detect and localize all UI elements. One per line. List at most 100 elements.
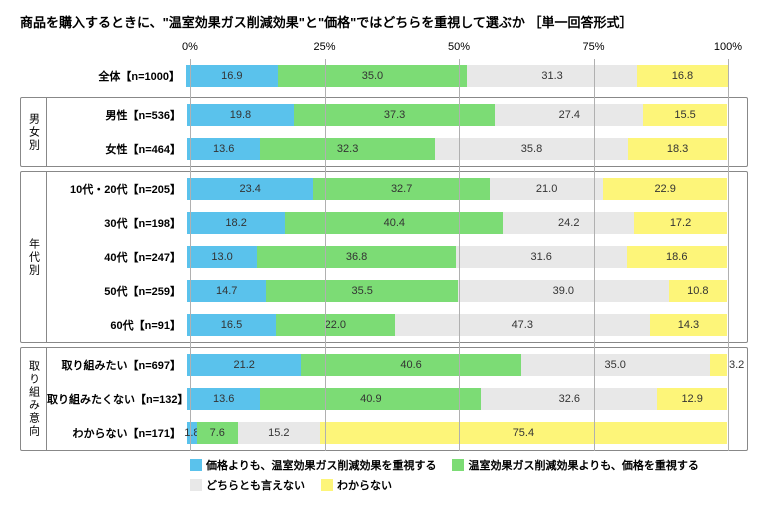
bar-segment: 35.5 [266,280,458,302]
bar-segment: 22.9 [603,178,727,200]
bar-segment: 36.8 [257,246,456,268]
bar-track: 14.735.539.010.8 [187,280,727,302]
bar-track: 16.522.047.314.3 [187,314,727,336]
legend-swatch [452,459,464,471]
legend-item: どちらとも言えない [190,477,305,493]
bar-segment: 12.9 [657,388,727,410]
bar-segment: 13.0 [187,246,257,268]
bar-track: 18.240.424.217.2 [187,212,727,234]
bar-segment: 14.7 [187,280,266,302]
bar-segment: 13.6 [187,138,260,160]
legend-label: わからない [337,477,392,493]
x-axis-tick: 100% [714,41,742,53]
bar-row: 30代【n=198】18.240.424.217.2 [47,206,747,240]
legend-label: 価格よりも、温室効果ガス削減効果を重視する [206,457,436,473]
bar-segment: 1.8 [187,422,197,444]
group-label: 取り組み意向 [21,348,47,450]
bar-track: 23.432.721.022.9 [187,178,727,200]
bar-segment: 19.8 [187,104,294,126]
bar-segment: 7.6 [197,422,238,444]
bar-segment: 27.4 [495,104,643,126]
bar-segment: 47.3 [395,314,650,336]
row-group: 年代別10代・20代【n=205】23.432.721.022.930代【n=1… [20,171,748,343]
bar-row: 60代【n=91】16.522.047.314.3 [47,308,747,342]
row-group: 取り組み意向取り組みたい【n=697】21.240.635.03.2取り組みたく… [20,347,748,451]
chart: 0%25%50%75%100% 全体【n=1000】16.935.031.316… [20,41,748,493]
bar-row: わからない【n=171】1.87.615.275.4 [47,416,747,450]
bar-segment: 40.4 [285,212,503,234]
bar-segment: 21.2 [187,354,301,376]
bar-segment: 15.2 [238,422,320,444]
bar-segment: 17.2 [634,212,727,234]
row-group: 全体【n=1000】16.935.031.316.8 [20,59,748,93]
bar-row: 取り組みたい【n=697】21.240.635.03.2 [47,348,747,382]
legend-swatch [190,479,202,491]
x-axis: 0% 25% 50% 75% 100% [20,41,748,59]
row-label: 10代・20代【n=205】 [47,181,187,197]
bar-row: 全体【n=1000】16.935.031.316.8 [46,59,748,93]
bar-track: 19.837.327.415.5 [187,104,727,126]
group-label [20,59,46,93]
bar-segment: 35.8 [435,138,628,160]
bar-segment: 10.8 [669,280,727,302]
row-group: 男女別男性【n=536】19.837.327.415.5女性【n=464】13.… [20,97,748,167]
legend-label: 温室効果ガス削減効果よりも、価格を重視する [468,457,698,473]
x-axis-tick: 25% [313,41,335,53]
row-label: 全体【n=1000】 [46,68,186,84]
bar-segment: 35.0 [278,65,468,87]
segment-value: 3.2 [729,359,744,371]
bar-segment: 16.9 [186,65,278,87]
bar-segment: 24.2 [503,212,634,234]
row-label: 40代【n=247】 [47,249,187,265]
bar-row: 10代・20代【n=205】23.432.721.022.9 [47,172,747,206]
bar-segment: 16.8 [637,65,728,87]
bar-segment: 75.4 [320,422,727,444]
row-label: 男性【n=536】 [47,107,187,123]
x-axis-tick: 50% [448,41,470,53]
bar-segment: 22.0 [276,314,395,336]
row-label: 取り組みたくない【n=132】 [47,391,187,407]
bar-track: 13.036.831.618.6 [187,246,727,268]
bar-track: 13.640.932.612.9 [187,388,727,410]
group-label: 年代別 [21,172,47,342]
x-axis-tick: 75% [582,41,604,53]
row-label: 60代【n=91】 [47,317,187,333]
bar-row: 女性【n=464】13.632.335.818.3 [47,132,747,166]
row-label: 50代【n=259】 [47,283,187,299]
bar-row: 50代【n=259】14.735.539.010.8 [47,274,747,308]
bar-track: 21.240.635.03.2 [187,354,727,376]
bar-segment: 40.9 [260,388,481,410]
legend-swatch [321,479,333,491]
bar-segment: 14.3 [650,314,727,336]
bar-segment: 18.3 [628,138,727,160]
bar-segment: 18.2 [187,212,285,234]
bar-segment: 40.6 [301,354,520,376]
row-label: 30代【n=198】 [47,215,187,231]
bar-segment: 21.0 [490,178,603,200]
legend: 価格よりも、温室効果ガス削減効果を重視する 温室効果ガス削減効果よりも、価格を重視… [190,457,748,493]
row-label: 女性【n=464】 [47,141,187,157]
bar-row: 男性【n=536】19.837.327.415.5 [47,98,747,132]
bar-segment: 13.6 [187,388,260,410]
legend-swatch [190,459,202,471]
bar-segment: 32.7 [313,178,490,200]
bar-segment: 32.6 [481,388,657,410]
bar-segment: 32.3 [260,138,434,160]
bar-track: 13.632.335.818.3 [187,138,727,160]
bar-segment: 37.3 [294,104,495,126]
bar-segment: 35.0 [521,354,710,376]
bar-segment: 3.2 [710,354,727,376]
legend-label: どちらとも言えない [206,477,305,493]
bar-segment: 31.3 [467,65,637,87]
legend-item: わからない [321,477,392,493]
bar-segment: 16.5 [187,314,276,336]
bar-segment: 15.5 [643,104,727,126]
bar-row: 取り組みたくない【n=132】13.640.932.612.9 [47,382,747,416]
legend-item: 価格よりも、温室効果ガス削減効果を重視する [190,457,436,473]
x-axis-tick: 0% [182,41,198,53]
bar-segment: 39.0 [458,280,669,302]
group-label: 男女別 [21,98,47,166]
chart-title: 商品を購入するときに、"温室効果ガス削減効果"と"価格"ではどちらを重視して選ぶ… [20,12,748,31]
bar-track: 16.935.031.316.8 [186,65,728,87]
bar-segment: 31.6 [456,246,627,268]
